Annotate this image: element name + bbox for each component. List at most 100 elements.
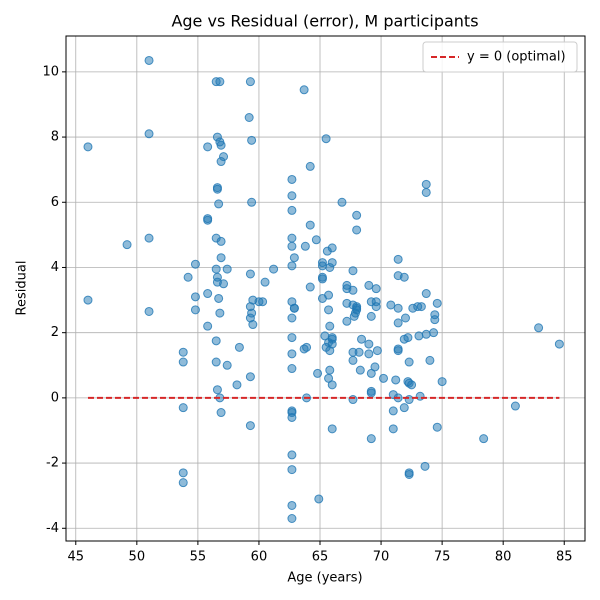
- point: [415, 391, 425, 401]
- point: [327, 380, 337, 390]
- point: [287, 500, 297, 510]
- point: [244, 113, 254, 123]
- point: [421, 187, 431, 197]
- x-tick-label: 60: [251, 550, 268, 565]
- point: [144, 233, 154, 243]
- point: [144, 306, 154, 316]
- point: [247, 135, 257, 145]
- x-tick-label: 65: [312, 550, 329, 565]
- point: [212, 184, 222, 194]
- point: [391, 375, 401, 385]
- point: [317, 261, 327, 271]
- chart-title: Age vs Residual (error), M participants: [171, 12, 478, 31]
- point: [211, 264, 221, 274]
- point: [247, 197, 257, 207]
- point: [144, 55, 154, 65]
- point: [232, 380, 242, 390]
- point: [366, 434, 376, 444]
- point: [287, 364, 297, 374]
- point: [287, 333, 297, 343]
- point: [400, 313, 410, 323]
- point: [393, 303, 403, 313]
- point: [352, 210, 362, 220]
- point: [327, 258, 337, 268]
- point: [314, 494, 324, 504]
- point: [313, 368, 323, 378]
- point: [215, 77, 225, 87]
- legend-label: y = 0 (optimal): [467, 50, 566, 65]
- point: [364, 280, 374, 290]
- point: [178, 357, 188, 367]
- point: [287, 412, 297, 422]
- point: [421, 329, 431, 339]
- point: [354, 347, 364, 357]
- point: [289, 303, 299, 313]
- x-tick-label: 85: [556, 550, 573, 565]
- y-tick-label: 2: [51, 325, 59, 340]
- point: [144, 129, 154, 139]
- point: [399, 272, 409, 282]
- point: [403, 333, 413, 343]
- plot-frame: [65, 35, 586, 542]
- y-tick-label: -2: [46, 456, 59, 471]
- point: [216, 408, 226, 418]
- point: [432, 298, 442, 308]
- point: [245, 421, 255, 431]
- point: [388, 406, 398, 416]
- point: [317, 274, 327, 284]
- y-tick-label: -4: [46, 521, 59, 536]
- point: [222, 360, 232, 370]
- point: [393, 346, 403, 356]
- point: [371, 302, 381, 312]
- point: [317, 293, 327, 303]
- point: [216, 253, 226, 263]
- point: [258, 297, 268, 307]
- point: [248, 320, 258, 330]
- point: [534, 323, 544, 333]
- point: [554, 339, 564, 349]
- x-tick-label: 50: [129, 550, 146, 565]
- point: [216, 157, 226, 167]
- x-tick-label: 55: [190, 550, 207, 565]
- point: [83, 142, 93, 152]
- point: [203, 289, 213, 299]
- point: [211, 336, 221, 346]
- point: [211, 357, 221, 367]
- point: [203, 215, 213, 225]
- y-axis-label: Residual: [15, 261, 30, 316]
- y-tick-label: 4: [51, 260, 59, 275]
- point: [364, 339, 374, 349]
- point: [287, 191, 297, 201]
- point: [302, 342, 312, 352]
- point: [325, 346, 335, 356]
- point: [327, 243, 337, 253]
- point: [379, 373, 389, 383]
- point: [348, 285, 358, 295]
- point: [348, 355, 358, 365]
- point: [364, 349, 374, 359]
- point: [393, 254, 403, 264]
- point: [404, 357, 414, 367]
- point: [245, 269, 255, 279]
- x-tick-label: 45: [67, 550, 84, 565]
- point: [216, 140, 226, 150]
- point: [122, 240, 132, 250]
- point: [203, 321, 213, 331]
- point: [287, 241, 297, 251]
- point: [260, 277, 270, 287]
- point: [247, 308, 257, 318]
- point: [214, 293, 224, 303]
- point: [299, 85, 309, 95]
- point: [348, 395, 358, 405]
- x-axis-label: Age (years): [287, 571, 362, 586]
- point: [245, 77, 255, 87]
- point: [305, 161, 315, 171]
- point: [305, 220, 315, 230]
- y-tick-label: 0: [51, 390, 59, 405]
- point: [407, 380, 417, 390]
- point: [289, 253, 299, 263]
- point: [287, 233, 297, 243]
- point: [348, 266, 358, 276]
- point: [425, 355, 435, 365]
